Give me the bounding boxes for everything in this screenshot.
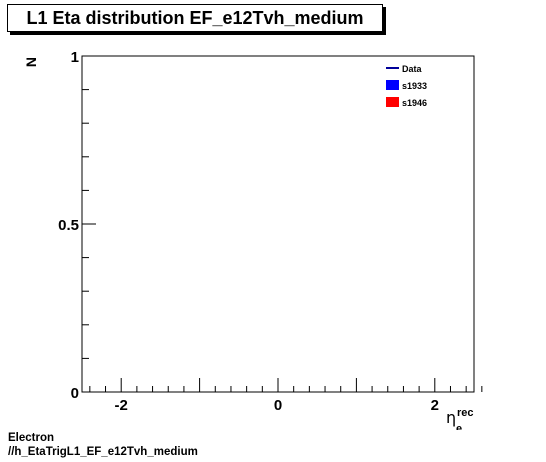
footer-category: Electron <box>8 432 55 444</box>
x-axis-label-sub: e <box>456 423 462 430</box>
legend-label-s1946: s1946 <box>402 98 427 108</box>
x-axis-label: η <box>446 408 456 427</box>
y-axis-label: N <box>23 57 39 67</box>
legend-label-s1933: s1933 <box>402 81 427 91</box>
legend-label-data: Data <box>402 64 423 74</box>
x-tick-label: -2 <box>115 397 128 414</box>
footer-histogram-path: //h_EtaTrigL1_EF_e12Tvh_medium <box>8 446 198 458</box>
y-tick-label: 0.5 <box>58 217 79 234</box>
chart-title: L1 Eta distribution EF_e12Tvh_medium <box>7 4 383 32</box>
x-axis-label-sup: rec <box>457 407 474 419</box>
y-tick-label: 1 <box>71 49 79 66</box>
x-tick-label: 0 <box>274 397 282 414</box>
legend-swatch-s1933 <box>386 80 399 90</box>
legend-swatch-s1946 <box>386 97 399 107</box>
chart-svg: -2 0 2 0 0.5 1 Nη rec e Data s1933 s1946 <box>23 49 483 430</box>
x-tick-label: 2 <box>431 397 439 414</box>
y-tick-label: 0 <box>71 385 79 402</box>
